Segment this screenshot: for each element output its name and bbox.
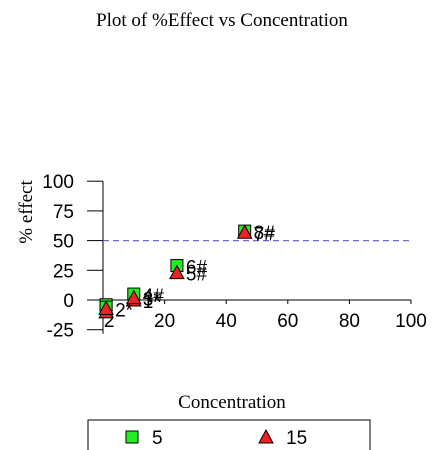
- legend: 5 15: [87, 419, 371, 450]
- legend-label: 5: [152, 428, 163, 449]
- y-tick-label: 100: [42, 172, 74, 193]
- point-labels: 4# 6# 8# 2* 1*3* 5# 7#: [115, 223, 275, 321]
- point-label: 6#: [186, 258, 208, 279]
- point-label: 5#: [186, 265, 208, 286]
- legend-marker-triangle: [258, 428, 274, 444]
- data-point-triangle: [236, 224, 253, 239]
- x-tick-label: 60: [277, 311, 298, 332]
- y-axis-label: % effect: [16, 180, 37, 244]
- point-label: 7#: [254, 224, 276, 245]
- x-tick-label: 100: [395, 311, 427, 332]
- axes: 100 75 50 25 0 -25 2 20 40 60 80 100: [42, 172, 427, 342]
- y-tick-label: 75: [53, 202, 74, 223]
- x-tick-label: 2: [104, 311, 115, 332]
- point-label: 8#: [254, 223, 276, 244]
- chart-title: Plot of %Effect vs Concentration: [96, 10, 348, 31]
- data-point-triangle: [169, 264, 185, 280]
- legend-box: [87, 419, 371, 450]
- data-marks: [98, 224, 253, 319]
- point-label: 1*: [143, 292, 162, 313]
- data-point-triangle: [98, 300, 114, 315]
- point-label: 2*: [115, 300, 134, 321]
- point-label: 4#: [143, 286, 165, 307]
- data-point-triangle: [125, 289, 142, 305]
- point-label: 3*: [143, 290, 162, 311]
- y-tick-label: 0: [63, 291, 74, 312]
- x-tick-label: 20: [154, 311, 175, 332]
- y-tick-label: -25: [47, 321, 74, 342]
- legend-label: 15: [286, 428, 307, 449]
- x-tick-label: 80: [339, 311, 360, 332]
- x-axis-label: Concentration: [178, 392, 286, 413]
- y-tick-label: 25: [53, 261, 74, 282]
- x-tick-label: 40: [216, 311, 237, 332]
- legend-marker-square: [125, 430, 139, 444]
- y-tick-label: 50: [53, 232, 74, 253]
